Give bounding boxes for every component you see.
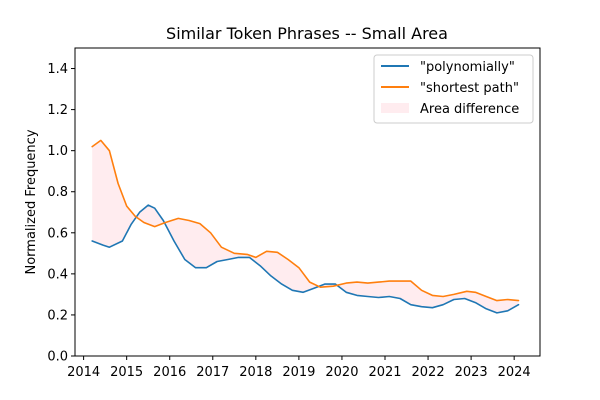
x-tick-label: 2023 — [455, 365, 488, 380]
y-axis: 0.0 0.2 0.4 0.6 0.8 1.0 1.2 1.4 — [47, 62, 75, 365]
series-line-polynomially — [91, 204, 520, 314]
x-axis: 2014 2015 2016 2017 2018 2019 2020 2021 2022 2023… — [67, 356, 531, 380]
y-tick-label: 1.4 — [47, 62, 68, 77]
y-tick-label: 0.0 — [47, 350, 68, 365]
y-tick-label: 0.4 — [47, 267, 68, 282]
y-tick-label: 0.2 — [47, 308, 68, 323]
x-tick-label: 2021 — [368, 365, 401, 380]
legend-box — [373, 54, 534, 124]
x-tick-label: 2017 — [196, 365, 229, 380]
y-axis-title: Normalized Frequency — [24, 129, 39, 274]
x-tick-label: 2019 — [282, 365, 315, 380]
y-tick-label: 0.8 — [47, 185, 68, 200]
y-tick-label: 1.0 — [47, 144, 68, 159]
series-line-shortest-path — [91, 139, 520, 302]
x-tick-label: 2014 — [67, 365, 100, 380]
x-tick-label: 2020 — [325, 365, 358, 380]
legend: "polynomially" "shortest path" Area diff… — [373, 54, 534, 124]
y-tick-label: 0.6 — [47, 226, 68, 241]
chart-title: Similar Token Phrases -- Small Area — [166, 24, 448, 43]
plot-frame — [74, 47, 541, 357]
legend-label-polynomially: "polynomially" — [420, 60, 515, 75]
legend-label-area-difference: Area difference — [420, 102, 519, 117]
x-tick-label: 2015 — [110, 365, 143, 380]
area-difference-fill-layer — [92, 141, 519, 313]
legend-swatch-area-difference — [381, 103, 409, 113]
x-tick-label: 2022 — [412, 365, 445, 380]
area-difference-region — [92, 141, 519, 313]
x-tick-label: 2018 — [239, 365, 272, 380]
legend-label-shortest-path: "shortest path" — [420, 81, 519, 96]
x-tick-label: 2024 — [498, 365, 531, 380]
x-tick-label: 2016 — [153, 365, 186, 380]
series-lines-layer — [91, 139, 520, 314]
y-tick-label: 1.2 — [47, 103, 68, 118]
